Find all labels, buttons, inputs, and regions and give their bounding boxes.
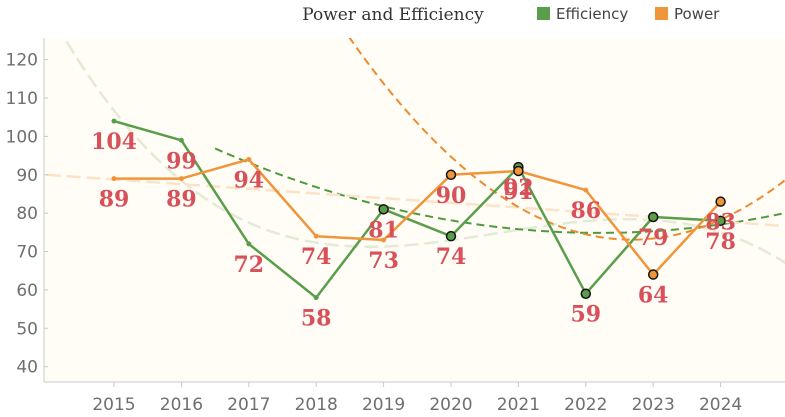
data-point-power: [178, 176, 184, 182]
y-tick-label: 70: [16, 243, 38, 263]
data-label-efficiency: 92: [503, 175, 534, 201]
data-label-efficiency: 58: [301, 306, 332, 332]
data-point-efficiency: [445, 230, 457, 242]
data-label-efficiency: 99: [166, 148, 197, 174]
x-tick-label: 2024: [699, 395, 742, 415]
data-label-power: 83: [705, 210, 736, 236]
x-tick-label: 2018: [295, 395, 338, 415]
y-tick-label: 90: [16, 166, 38, 186]
x-tick-label: 2023: [632, 395, 675, 415]
data-point-efficiency: [246, 241, 252, 247]
data-point-efficiency: [313, 295, 319, 301]
data-point-power: [381, 237, 387, 243]
legend-swatch-power: [655, 7, 668, 20]
y-tick-label: 120: [6, 51, 38, 71]
x-tick-label: 2020: [429, 395, 472, 415]
data-point-power: [246, 156, 252, 162]
y-tick-label: 80: [16, 204, 38, 224]
data-label-power: 89: [166, 187, 197, 213]
series-line-efficiency: [113, 119, 721, 299]
legend-label-power: Power: [674, 5, 720, 23]
x-tick-label: 2021: [497, 395, 540, 415]
data-point-power: [111, 176, 117, 182]
data-label-power: 73: [368, 248, 399, 274]
y-tick-label: 110: [6, 89, 38, 109]
data-label-efficiency: 81: [368, 217, 399, 243]
trend-line-light: [63, 38, 785, 265]
chart-title: Power and Efficiency: [302, 5, 484, 25]
data-label-efficiency: 72: [233, 252, 264, 278]
y-tick-label: 50: [16, 319, 38, 339]
trend-line-dashed: [348, 38, 785, 241]
legend: Efficiency Power: [537, 5, 720, 23]
data-label-power: 74: [301, 244, 332, 270]
data-label-power: 91: [503, 179, 534, 205]
series-line-power: [114, 158, 722, 276]
data-label-power: 90: [436, 183, 467, 209]
data-point-power: [647, 269, 659, 280]
x-tick-label: 2015: [92, 395, 135, 415]
data-point-efficiency: [378, 204, 389, 215]
data-point-efficiency: [647, 211, 659, 223]
data-labels: 104 99 72 58 81 74 92 59 79 78 89 89 94 74 73 90 91 86 64 8…: [91, 129, 736, 332]
data-point-efficiency: [178, 137, 184, 143]
data-label-power: 64: [638, 283, 669, 309]
data-label-efficiency: 104: [91, 129, 137, 155]
data-label-power: 86: [570, 198, 601, 224]
x-tick-label: 2017: [227, 395, 270, 415]
data-point-power: [513, 165, 524, 177]
data-point-efficiency: [715, 215, 726, 227]
series-lines: [111, 118, 726, 301]
data-label-power: 94: [233, 167, 264, 193]
x-tick-label: 2022: [564, 395, 607, 415]
legend-swatch-efficiency: [537, 7, 550, 20]
y-tick-label: 60: [16, 281, 38, 301]
data-point-power: [445, 169, 457, 181]
x-tick-label: 2019: [362, 395, 405, 415]
data-point-power: [715, 196, 726, 207]
data-point-power: [583, 187, 589, 193]
data-label-power: 89: [99, 187, 130, 213]
data-label-efficiency: 74: [436, 244, 467, 270]
x-tick-label: 2016: [160, 395, 203, 415]
y-tick-label: 40: [16, 358, 38, 378]
data-label-efficiency: 78: [705, 229, 736, 255]
data-point-efficiency: [580, 288, 592, 299]
data-point-power: [313, 233, 319, 239]
data-label-efficiency: 59: [570, 302, 601, 328]
y-tick-label: 100: [6, 127, 38, 147]
axes: 40 50 60 70 80 90 100 110 120 2015 2016 2017 2018 201…: [6, 38, 785, 415]
data-point-efficiency: [111, 118, 117, 124]
legend-label-efficiency: Efficiency: [556, 5, 628, 23]
data-label-efficiency: 79: [638, 225, 669, 251]
